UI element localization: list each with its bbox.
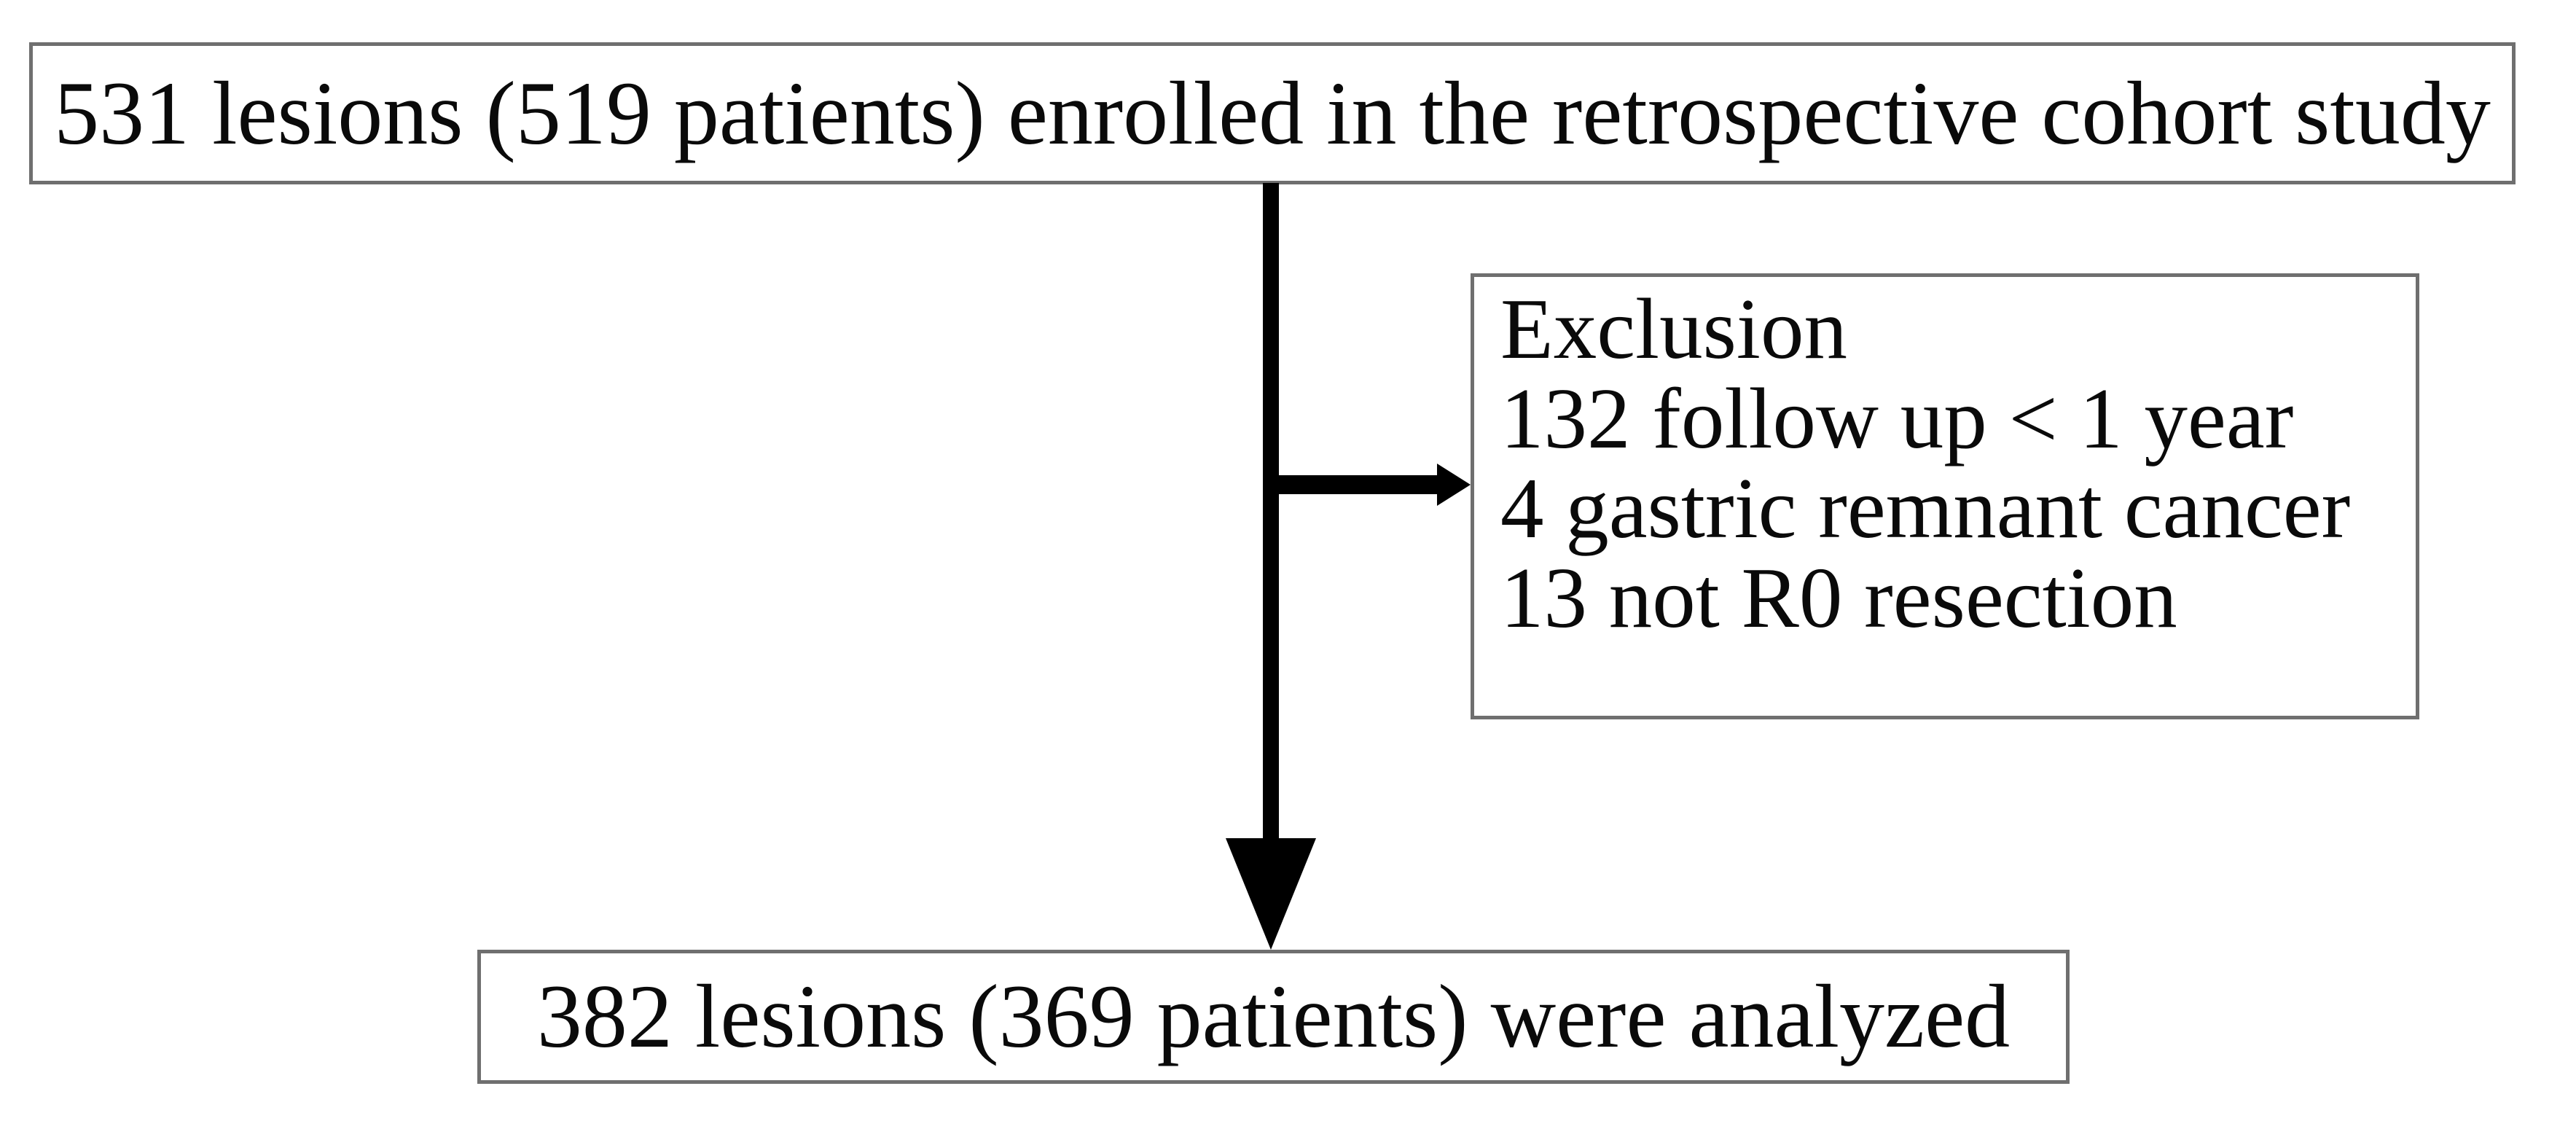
arrowhead-down-icon: [1226, 838, 1316, 950]
analyzed-box: 382 lesions (369 patients) were analyzed: [477, 950, 2070, 1084]
exclusion-item-follow-up: 132 follow up < 1 year: [1500, 370, 2294, 466]
enrollment-text: 531 lesions (519 patients) enrolled in t…: [54, 63, 2491, 163]
flow-arrow-vertical: [1263, 183, 1279, 845]
analyzed-text: 382 lesions (369 patients) were analyzed: [536, 966, 2011, 1066]
exclusion-box: Exclusion 132 follow up < 1 year 4 gastr…: [1471, 273, 2419, 719]
arrowhead-right-icon: [1437, 464, 1471, 506]
exclusion-item-remnant-cancer: 4 gastric remnant cancer: [1500, 460, 2351, 556]
exclusion-item-not-r0: 13 not R0 resection: [1500, 550, 2177, 646]
enrollment-box: 531 lesions (519 patients) enrolled in t…: [29, 42, 2516, 184]
exclusion-title: Exclusion: [1500, 281, 1847, 377]
flow-arrow-horizontal: [1263, 475, 1439, 494]
